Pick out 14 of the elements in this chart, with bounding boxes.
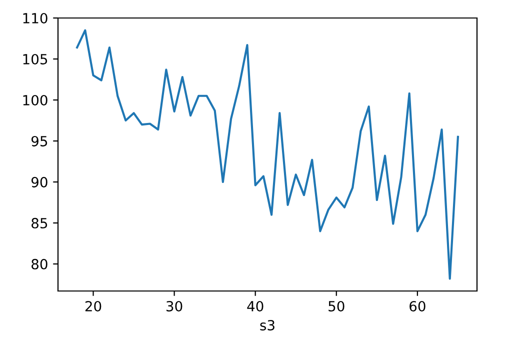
x-tick-label: 60 bbox=[410, 300, 426, 312]
y-tick-label: 85 bbox=[32, 218, 48, 228]
y-tick-label: 95 bbox=[31, 136, 48, 146]
y-tick-label: 105 bbox=[23, 54, 48, 64]
x-tick-label: 50 bbox=[328, 300, 344, 312]
x-tick-label: 30 bbox=[166, 300, 182, 312]
x-tick-label: 20 bbox=[85, 300, 102, 312]
y-tick-label: 100 bbox=[23, 94, 48, 106]
y-tick-label: 90 bbox=[31, 176, 48, 188]
x-tick-label: 40 bbox=[247, 300, 264, 312]
x-axis-title: s3 bbox=[260, 320, 274, 330]
line-series bbox=[76, 29, 459, 280]
y-tick-label: 80 bbox=[32, 258, 48, 270]
y-tick-label: 110 bbox=[23, 12, 48, 24]
